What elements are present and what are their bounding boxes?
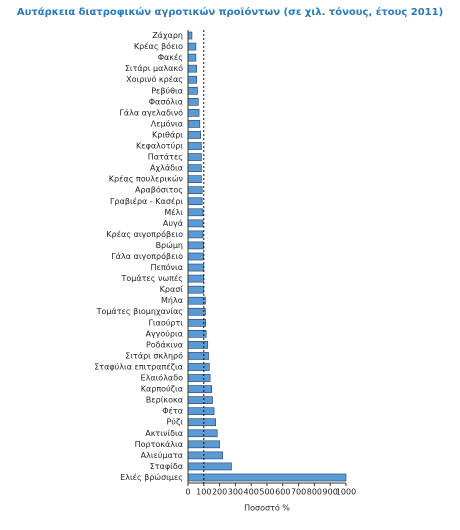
bar bbox=[187, 131, 201, 139]
category-label: Φέτα bbox=[162, 406, 183, 416]
bar bbox=[187, 274, 205, 283]
category-label: Ελιές βρώσιμες bbox=[120, 472, 183, 482]
x-tick-label: 900 bbox=[323, 488, 338, 497]
x-tick-label: 600 bbox=[275, 488, 290, 497]
x-tick-label: 800 bbox=[307, 488, 322, 497]
bar bbox=[187, 363, 210, 371]
category-label: Ελαιόλαδο bbox=[141, 373, 184, 383]
category-label: Πατάτες bbox=[148, 153, 183, 162]
category-label: Τομάτες νωπές bbox=[120, 273, 183, 283]
x-tick-label: 400 bbox=[244, 488, 259, 497]
bar bbox=[187, 153, 202, 161]
category-label: Αγγούρια bbox=[145, 328, 183, 338]
category-label: Μέλι bbox=[164, 207, 183, 217]
category-label: Κρασί bbox=[160, 285, 184, 294]
category-label: Ακτινίδια bbox=[145, 429, 183, 438]
category-label: Σταφύλια επιτραπέζια bbox=[94, 361, 183, 371]
category-label: Σταφίδα bbox=[150, 462, 183, 471]
bar bbox=[187, 341, 209, 349]
category-label: Κρέας βόειο bbox=[134, 41, 183, 51]
category-label: Αλιεύματα bbox=[141, 450, 183, 460]
x-tick-label: 1000 bbox=[336, 488, 356, 497]
bar bbox=[187, 230, 204, 239]
x-tick-label: 200 bbox=[212, 488, 227, 497]
category-label: Ρύζι bbox=[166, 417, 183, 427]
bar bbox=[187, 197, 203, 206]
category-label: Λεμόνια bbox=[151, 118, 183, 128]
bar bbox=[187, 75, 197, 84]
category-label: Ρεβύθια bbox=[151, 85, 183, 95]
category-label: Κρέας αιγοπρόβειο bbox=[106, 229, 183, 239]
category-label: Καρπούζια bbox=[141, 384, 183, 394]
category-label: Γιαούρτι bbox=[148, 317, 183, 327]
category-label: Πεπόνια bbox=[151, 262, 184, 272]
bar bbox=[187, 374, 211, 382]
bar bbox=[187, 407, 215, 416]
bar bbox=[187, 418, 216, 427]
category-label: Γραβιέρα - Κασέρι bbox=[110, 196, 183, 206]
bar bbox=[187, 42, 197, 51]
category-label: Κεφαλοτύρι bbox=[136, 141, 183, 151]
bar bbox=[187, 175, 202, 183]
bar bbox=[187, 263, 205, 272]
bar bbox=[187, 352, 209, 360]
bar bbox=[187, 252, 204, 261]
bar bbox=[187, 120, 201, 128]
x-axis-label: Ποσοστό % bbox=[244, 503, 290, 513]
bar bbox=[187, 429, 218, 438]
bar bbox=[187, 473, 347, 482]
category-label: Βερίκοκα bbox=[146, 396, 183, 405]
category-label: Γάλα αιγοπρόβειο bbox=[111, 251, 183, 261]
category-label: Βρώμη bbox=[156, 240, 183, 250]
category-label: Αυγά bbox=[163, 219, 183, 228]
bar bbox=[187, 219, 204, 228]
x-tick-label: 500 bbox=[259, 488, 274, 497]
category-label: Κριθάρι bbox=[152, 130, 183, 139]
bar bbox=[187, 164, 202, 172]
bar bbox=[187, 97, 199, 106]
bar bbox=[187, 241, 204, 250]
category-label: Πορτοκάλια bbox=[135, 440, 183, 449]
bar bbox=[187, 86, 198, 95]
x-tick-label: 700 bbox=[291, 488, 306, 497]
chart-title: Αυτάρκεια διατροφικών αγροτικών προϊόντω… bbox=[17, 6, 443, 18]
category-label: Χοιρινό κρέας bbox=[126, 74, 183, 84]
category-label: Σιτάρι σκληρό bbox=[125, 350, 183, 360]
bar bbox=[187, 142, 202, 150]
bar bbox=[187, 296, 206, 305]
x-tick-label: 100 bbox=[196, 488, 211, 497]
bar bbox=[187, 186, 203, 195]
category-label: Γάλα αγελαδινό bbox=[119, 107, 183, 117]
bar bbox=[187, 318, 206, 327]
bar bbox=[187, 53, 197, 62]
category-label: Σιτάρι μαλακό bbox=[125, 63, 183, 73]
x-tick-label: 0 bbox=[185, 488, 190, 497]
bar bbox=[187, 64, 197, 73]
category-label: Τομάτες βιομηχανίας bbox=[96, 307, 183, 316]
category-label: Κρέας πουλερικών bbox=[109, 174, 184, 184]
bar bbox=[187, 385, 213, 393]
category-label: Φασόλια bbox=[149, 96, 183, 106]
category-label: Αχλάδια bbox=[150, 164, 183, 173]
category-label: Φακές bbox=[158, 52, 183, 62]
bar bbox=[187, 396, 213, 404]
bar bbox=[187, 285, 205, 294]
bar bbox=[187, 307, 206, 316]
category-label: Ζάχαρη bbox=[152, 31, 183, 40]
bar bbox=[187, 208, 204, 217]
category-label: Ροδάκινα bbox=[146, 340, 183, 349]
bar bbox=[187, 31, 193, 40]
category-label: Αραβόσιτος bbox=[135, 185, 183, 195]
x-tick-label: 300 bbox=[228, 488, 243, 497]
category-label: Μήλα bbox=[161, 296, 183, 305]
bar bbox=[187, 109, 200, 117]
bar bbox=[187, 451, 224, 460]
bar bbox=[187, 462, 232, 471]
